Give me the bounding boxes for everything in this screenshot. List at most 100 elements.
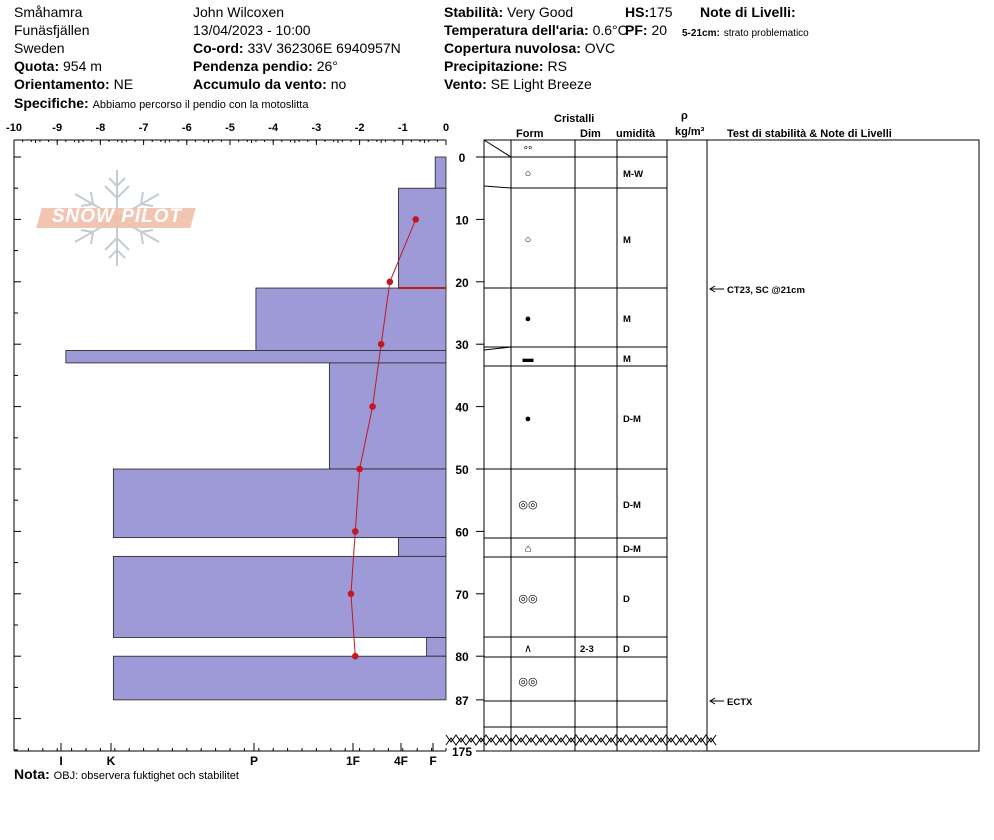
top-tick-label: -3 bbox=[312, 122, 322, 134]
pf: PF: 20 bbox=[625, 22, 668, 38]
hardness-label: 4F bbox=[394, 754, 408, 768]
depth-label: 175 bbox=[452, 745, 472, 759]
temperature-point bbox=[369, 403, 376, 410]
header-cristalli: Cristalli bbox=[554, 113, 595, 125]
hardness-bar bbox=[112, 468, 447, 539]
top-tick-label: -8 bbox=[96, 122, 106, 134]
table-frame bbox=[483, 139, 980, 752]
grain-form-icon: ● bbox=[525, 313, 532, 325]
header-dim: Dim bbox=[580, 128, 601, 140]
temperature-point bbox=[351, 528, 359, 535]
layer-connector bbox=[483, 185, 512, 189]
grain-form-icon: ⌂ bbox=[525, 543, 532, 555]
hardness-bar bbox=[112, 655, 447, 701]
grain-form-icon: ○ bbox=[525, 234, 532, 246]
top-tick-label: -10 bbox=[6, 122, 22, 134]
wetness-value: D-M bbox=[623, 544, 641, 555]
hardness-bar bbox=[434, 156, 447, 189]
grain-form-icon: ◎◎ bbox=[518, 676, 537, 688]
slope: Pendenza pendio: 26° bbox=[193, 58, 338, 74]
hardness-label: F bbox=[429, 754, 436, 768]
hardness-bar bbox=[112, 555, 447, 638]
grain-form-icon: ◎◎ bbox=[518, 499, 537, 511]
stability-test-label: ECTX bbox=[727, 697, 753, 708]
top-tick-label: 0 bbox=[443, 122, 449, 134]
layer-connector bbox=[483, 139, 512, 158]
break-line bbox=[445, 734, 717, 743]
top-tick-label: -2 bbox=[355, 122, 365, 134]
wetness-value: M bbox=[623, 235, 631, 246]
depth-label: 10 bbox=[455, 213, 469, 227]
country: Sweden bbox=[14, 40, 65, 56]
orientation: Orientamento: NE bbox=[14, 76, 134, 92]
header-rho: ρ bbox=[681, 110, 688, 122]
nota: Nota: OBJ: observera fuktighet och stabi… bbox=[14, 766, 239, 782]
temperature-point bbox=[351, 652, 359, 660]
temperature-point bbox=[386, 278, 394, 286]
grain-form-icon: ● bbox=[525, 413, 532, 425]
wetness-value: M-W bbox=[623, 169, 643, 180]
wetness-value: D bbox=[623, 644, 630, 655]
hardness-bar bbox=[398, 537, 447, 557]
top-tick-label: -4 bbox=[268, 122, 279, 134]
temperature-point bbox=[347, 590, 355, 598]
depth-label: 50 bbox=[455, 463, 469, 477]
grain-form-icon: ○ bbox=[525, 168, 532, 180]
depth-label: 40 bbox=[455, 401, 469, 415]
depth-label: 0 bbox=[459, 151, 466, 165]
wetness-value: M bbox=[623, 354, 631, 365]
grain-form-icon: °° bbox=[524, 145, 533, 157]
wind: Vento: SE Light Breeze bbox=[444, 76, 592, 92]
datetime: 13/04/2023 - 10:00 bbox=[193, 22, 311, 38]
hardness-label: P bbox=[250, 754, 258, 768]
specifiche: Specifiche: Abbiamo percorso il pendio c… bbox=[14, 95, 309, 111]
wetness-value: M bbox=[623, 314, 631, 325]
hardness-label: I bbox=[59, 754, 62, 768]
wetness-value: D-M bbox=[623, 500, 641, 511]
wetness-value: D bbox=[623, 594, 630, 605]
observer: John Wilcoxen bbox=[193, 4, 285, 20]
precipitation: Precipitazione: RS bbox=[444, 58, 567, 74]
temperature-point bbox=[412, 216, 420, 223]
hardness-bar bbox=[328, 362, 447, 470]
temperature-point bbox=[377, 340, 385, 348]
depth-label: 60 bbox=[455, 525, 469, 539]
snowpilot-logo: SNOW PILOT bbox=[36, 168, 197, 268]
hardness-label: K bbox=[107, 754, 116, 768]
depth-label: 70 bbox=[455, 588, 469, 602]
depth-label: 87 bbox=[455, 694, 469, 708]
header-density-unit: kg/m³ bbox=[675, 126, 705, 138]
grain-form-icon: ▬ bbox=[523, 353, 534, 365]
logo-text: SNOW PILOT bbox=[51, 206, 183, 227]
hardness-bar bbox=[398, 187, 447, 289]
stability: Stabilità: Very Good bbox=[444, 4, 574, 20]
top-tick-label: -9 bbox=[52, 122, 62, 134]
hardness-bar bbox=[65, 350, 447, 364]
top-tick-label: -7 bbox=[139, 122, 149, 134]
grain-size-value: 2-3 bbox=[580, 644, 594, 655]
header-tests: Test di stabilità & Note di Livelli bbox=[727, 128, 892, 140]
notes-entry: 5-21cm: strato problematico bbox=[682, 28, 809, 39]
depth-label: 20 bbox=[455, 276, 469, 290]
location: Småhamra bbox=[14, 4, 83, 20]
top-tick-label: -1 bbox=[398, 122, 408, 134]
grain-form-icon: ∧ bbox=[524, 643, 532, 655]
air-temperature: Temperatura dell'aria: 0.6°C bbox=[444, 22, 628, 38]
hardness-label: 1F bbox=[346, 754, 360, 768]
header-umidita: umidità bbox=[616, 128, 656, 140]
hardness-bar bbox=[426, 637, 447, 657]
temperature-point bbox=[356, 465, 363, 473]
temperature-line bbox=[350, 219, 417, 657]
wetness-value: D-M bbox=[623, 414, 641, 425]
top-tick-label: -6 bbox=[182, 122, 192, 134]
cloud-cover: Copertura nuvolosa: OVC bbox=[444, 40, 616, 56]
hardness-bar bbox=[255, 287, 447, 351]
test-arrow-head bbox=[709, 285, 716, 293]
grain-form-icon: ◎◎ bbox=[518, 593, 537, 605]
wind-accumulation: Accumulo da vento: no bbox=[193, 76, 347, 92]
notes-title: Note di Livelli: bbox=[700, 4, 796, 20]
layer-connector bbox=[483, 346, 512, 351]
test-arrow-head bbox=[709, 697, 716, 705]
coordinates: Co-ord: 33V 362306E 6940957N bbox=[193, 40, 401, 56]
